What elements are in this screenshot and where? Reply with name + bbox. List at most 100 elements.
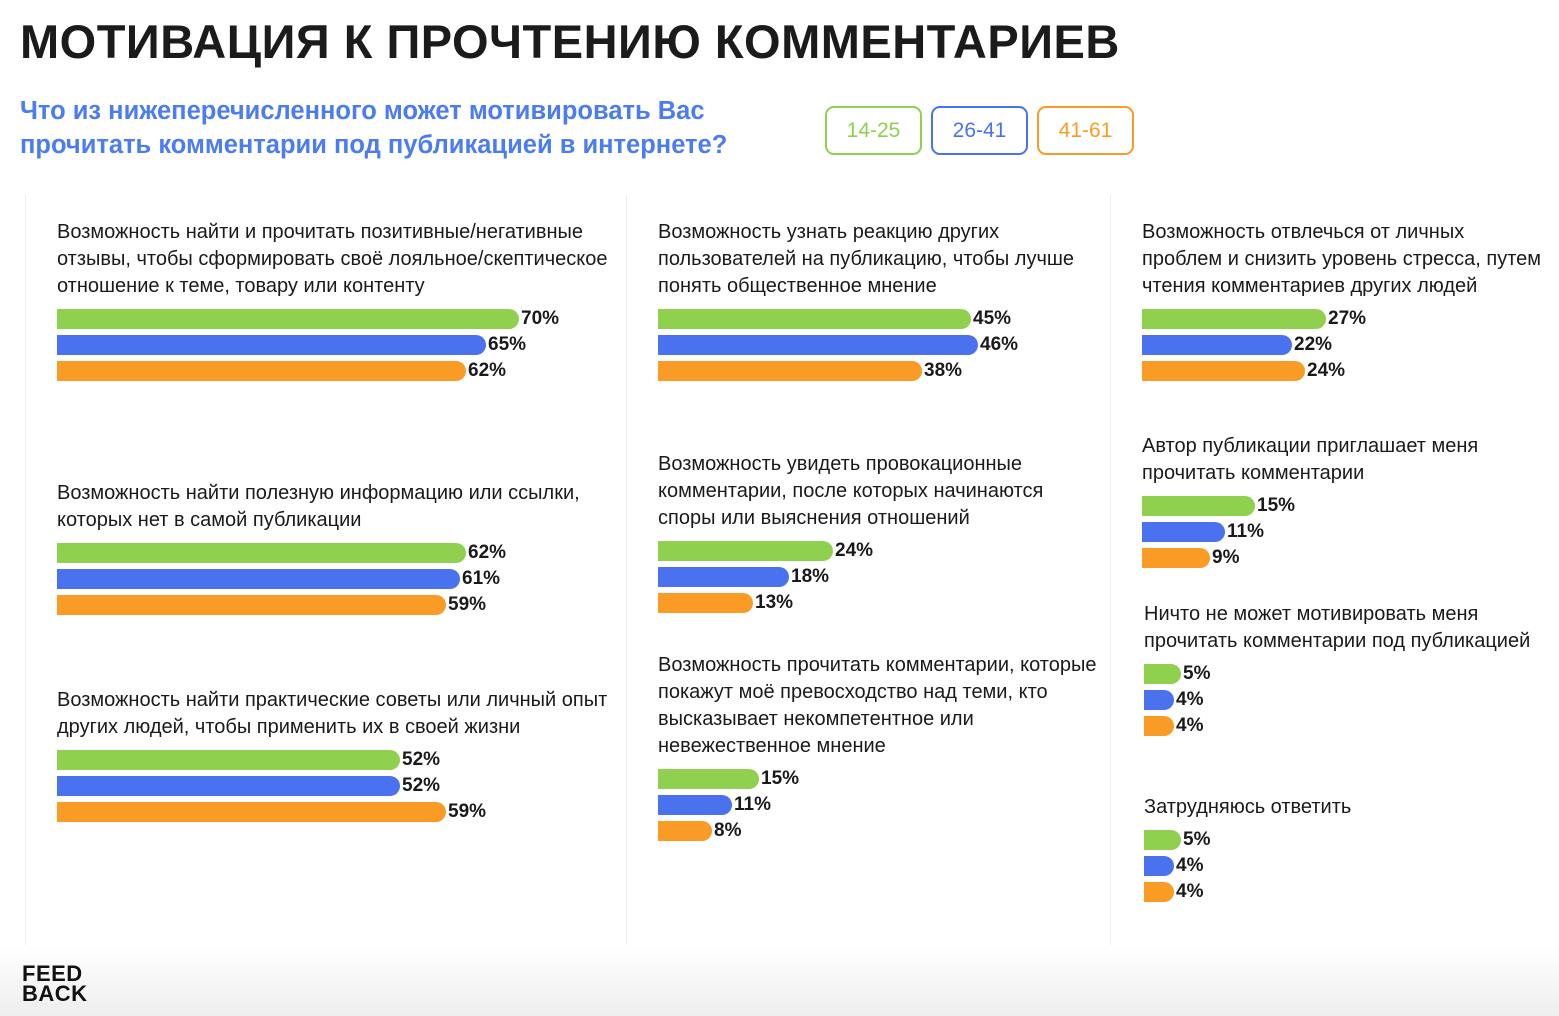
bar-row: 22% bbox=[1142, 332, 1542, 358]
bar-value-label: 52% bbox=[402, 775, 441, 796]
bar-row: 24% bbox=[1142, 358, 1542, 384]
bar-41-61 bbox=[57, 361, 466, 381]
category-label: Автор публикации приглашает меня прочита… bbox=[1142, 435, 1479, 484]
bar-value-label: 24% bbox=[835, 540, 874, 561]
column-divider bbox=[1110, 195, 1111, 945]
legend-item-14-25: 14-25 bbox=[825, 106, 922, 155]
category-group: Возможность найти практические советы ил… bbox=[57, 687, 617, 825]
bar-row: 59% bbox=[57, 799, 617, 825]
bar-26-41 bbox=[658, 567, 789, 587]
bar-value-label: 4% bbox=[1176, 689, 1204, 710]
bar-group: 24% 18% 13% bbox=[658, 538, 1098, 616]
bar-41-61 bbox=[658, 593, 753, 613]
bar-group: 45% 46% 38% bbox=[658, 306, 1098, 384]
bar-14-25 bbox=[658, 769, 759, 789]
bar-row: 15% bbox=[658, 766, 1098, 792]
page-title: МОТИВАЦИЯ К ПРОЧТЕНИЮ КОММЕНТАРИЕВ bbox=[20, 15, 1120, 68]
bar-value-label: 52% bbox=[402, 749, 441, 770]
bar-14-25 bbox=[57, 309, 519, 329]
bar-row: 8% bbox=[658, 818, 1098, 844]
bar-group: 5% 4% 4% bbox=[1144, 661, 1544, 739]
logo-line: BACK bbox=[22, 981, 88, 1006]
bar-row: 62% bbox=[57, 540, 617, 566]
bar-row: 9% bbox=[1142, 545, 1542, 571]
bar-26-41 bbox=[1144, 690, 1174, 710]
bar-41-61 bbox=[658, 821, 712, 841]
bar-14-25 bbox=[57, 543, 466, 563]
logo-line: FEED bbox=[22, 961, 83, 986]
bar-row: 4% bbox=[1144, 879, 1544, 905]
bar-41-61 bbox=[1144, 716, 1174, 736]
bar-26-41 bbox=[57, 569, 460, 589]
bar-value-label: 62% bbox=[468, 542, 507, 563]
bar-group: 52% 52% 59% bbox=[57, 747, 617, 825]
bar-row: 5% bbox=[1144, 827, 1544, 853]
bar-group: 27% 22% 24% bbox=[1142, 306, 1542, 384]
bar-value-label: 9% bbox=[1212, 547, 1240, 568]
category-label: Возможность найти и прочитать позитивные… bbox=[57, 221, 608, 297]
bar-14-25 bbox=[658, 541, 833, 561]
bar-value-label: 4% bbox=[1176, 715, 1204, 736]
bar-41-61 bbox=[1142, 548, 1210, 568]
bar-row: 24% bbox=[658, 538, 1098, 564]
bar-value-label: 45% bbox=[973, 308, 1012, 329]
bar-value-label: 24% bbox=[1307, 360, 1346, 381]
bar-value-label: 13% bbox=[755, 592, 794, 613]
bar-value-label: 38% bbox=[924, 360, 963, 381]
bar-26-41 bbox=[1142, 522, 1225, 542]
bar-26-41 bbox=[57, 776, 400, 796]
bar-row: 52% bbox=[57, 747, 617, 773]
bar-value-label: 4% bbox=[1176, 855, 1204, 876]
category-label: Возможность найти практические советы ил… bbox=[57, 689, 608, 738]
bar-41-61 bbox=[57, 595, 446, 615]
bar-26-41 bbox=[1142, 335, 1292, 355]
column-divider bbox=[626, 195, 627, 945]
category-group: Возможность найти полезную информацию ил… bbox=[57, 480, 617, 618]
bar-value-label: 46% bbox=[980, 334, 1019, 355]
bar-row: 13% bbox=[658, 590, 1098, 616]
bar-group: 15% 11% 9% bbox=[1142, 493, 1542, 571]
bar-value-label: 11% bbox=[734, 794, 771, 815]
category-label: Затрудняюсь ответить bbox=[1144, 796, 1352, 818]
bar-value-label: 15% bbox=[1257, 495, 1296, 516]
bar-value-label: 11% bbox=[1227, 521, 1264, 542]
bar-value-label: 22% bbox=[1294, 334, 1333, 355]
bar-value-label: 15% bbox=[761, 768, 800, 789]
category-label: Ничто не может мотивировать меня прочита… bbox=[1144, 603, 1531, 652]
bar-value-label: 18% bbox=[791, 566, 830, 587]
bar-26-41 bbox=[658, 795, 732, 815]
bar-value-label: 5% bbox=[1183, 663, 1211, 684]
bar-value-label: 5% bbox=[1183, 829, 1211, 850]
category-label: Возможность отвлечься от личных проблем … bbox=[1142, 221, 1542, 297]
bar-value-label: 65% bbox=[488, 334, 527, 355]
bar-row: 45% bbox=[658, 306, 1098, 332]
category-group: Возможность увидеть провокационные комме… bbox=[658, 451, 1098, 616]
question-subtitle: Что из нижеперечисленного может мотивиро… bbox=[20, 97, 728, 159]
bar-row: 4% bbox=[1144, 853, 1544, 879]
legend-item-26-41: 26-41 bbox=[931, 106, 1028, 155]
category-group: Возможность узнать реакцию других пользо… bbox=[658, 219, 1098, 384]
bar-14-25 bbox=[1142, 309, 1326, 329]
bar-row: 4% bbox=[1144, 713, 1544, 739]
bar-41-61 bbox=[57, 802, 446, 822]
bar-row: 52% bbox=[57, 773, 617, 799]
bar-group: 70% 65% 62% bbox=[57, 306, 617, 384]
column-divider bbox=[25, 195, 26, 945]
bar-row: 59% bbox=[57, 592, 617, 618]
bar-row: 4% bbox=[1144, 687, 1544, 713]
bar-value-label: 4% bbox=[1176, 881, 1204, 902]
category-group: Ничто не может мотивировать меня прочита… bbox=[1144, 601, 1544, 739]
bar-26-41 bbox=[1144, 856, 1174, 876]
bar-row: 11% bbox=[658, 792, 1098, 818]
category-label: Возможность увидеть провокационные комме… bbox=[658, 453, 1044, 529]
bar-group: 15% 11% 8% bbox=[658, 766, 1098, 844]
bar-row: 46% bbox=[658, 332, 1098, 358]
bar-row: 5% bbox=[1144, 661, 1544, 687]
bar-row: 11% bbox=[1142, 519, 1542, 545]
bar-row: 15% bbox=[1142, 493, 1542, 519]
footer bbox=[0, 946, 1559, 1016]
bar-row: 38% bbox=[658, 358, 1098, 384]
bar-41-61 bbox=[658, 361, 922, 381]
category-label: Возможность прочитать комментарии, котор… bbox=[658, 654, 1097, 757]
bar-row: 62% bbox=[57, 358, 617, 384]
